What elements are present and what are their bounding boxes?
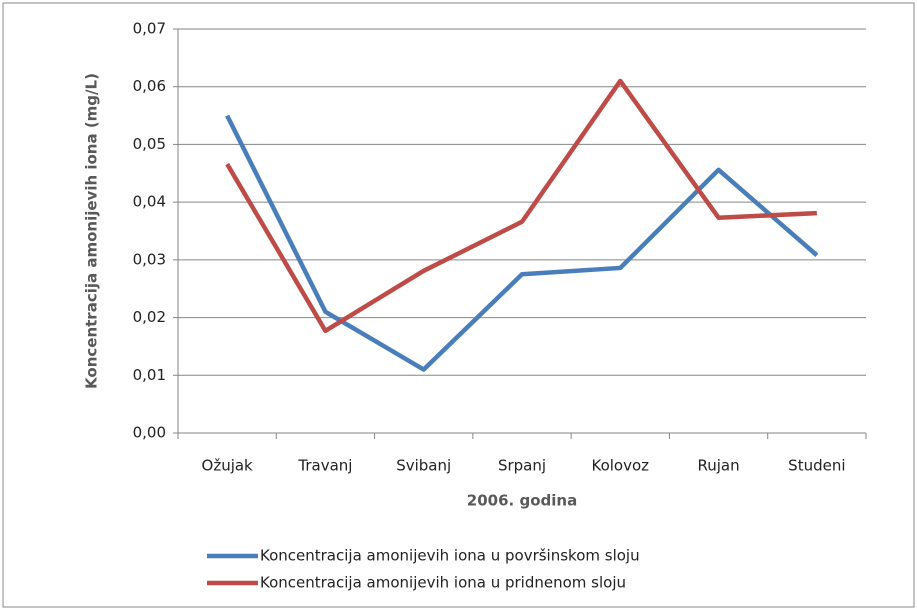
x-axis-label: 2006. godina <box>467 492 577 510</box>
x-tick-label: Studeni <box>788 457 845 475</box>
y-tick-label: 0,04 <box>133 193 166 211</box>
y-tick-label: 0,00 <box>133 424 166 442</box>
legend-label: Koncentracija amonijevih iona u pridneno… <box>260 574 626 592</box>
x-tick-label: Srpanj <box>498 457 546 475</box>
y-tick-label: 0,05 <box>133 135 166 153</box>
x-tick-label: Kolovoz <box>592 457 650 475</box>
y-tick-label: 0,03 <box>133 250 166 268</box>
x-tick-label: Travanj <box>297 457 352 475</box>
x-tick-label: Rujan <box>698 457 740 475</box>
y-axis-label: Koncentracija amonijevih iona (mg/L) <box>83 73 101 389</box>
x-tick-label: Svibanj <box>396 457 451 475</box>
series-line <box>225 78 817 334</box>
y-tick-label: 0,07 <box>133 20 166 38</box>
series-line <box>225 114 819 372</box>
y-tick-label: 0,02 <box>133 308 166 326</box>
y-tick-label: 0,01 <box>133 366 166 384</box>
y-tick-label: 0,06 <box>133 77 166 95</box>
x-tick-label: Ožujak <box>202 457 254 475</box>
legend-label: Koncentracija amonijevih iona u površins… <box>260 547 640 565</box>
